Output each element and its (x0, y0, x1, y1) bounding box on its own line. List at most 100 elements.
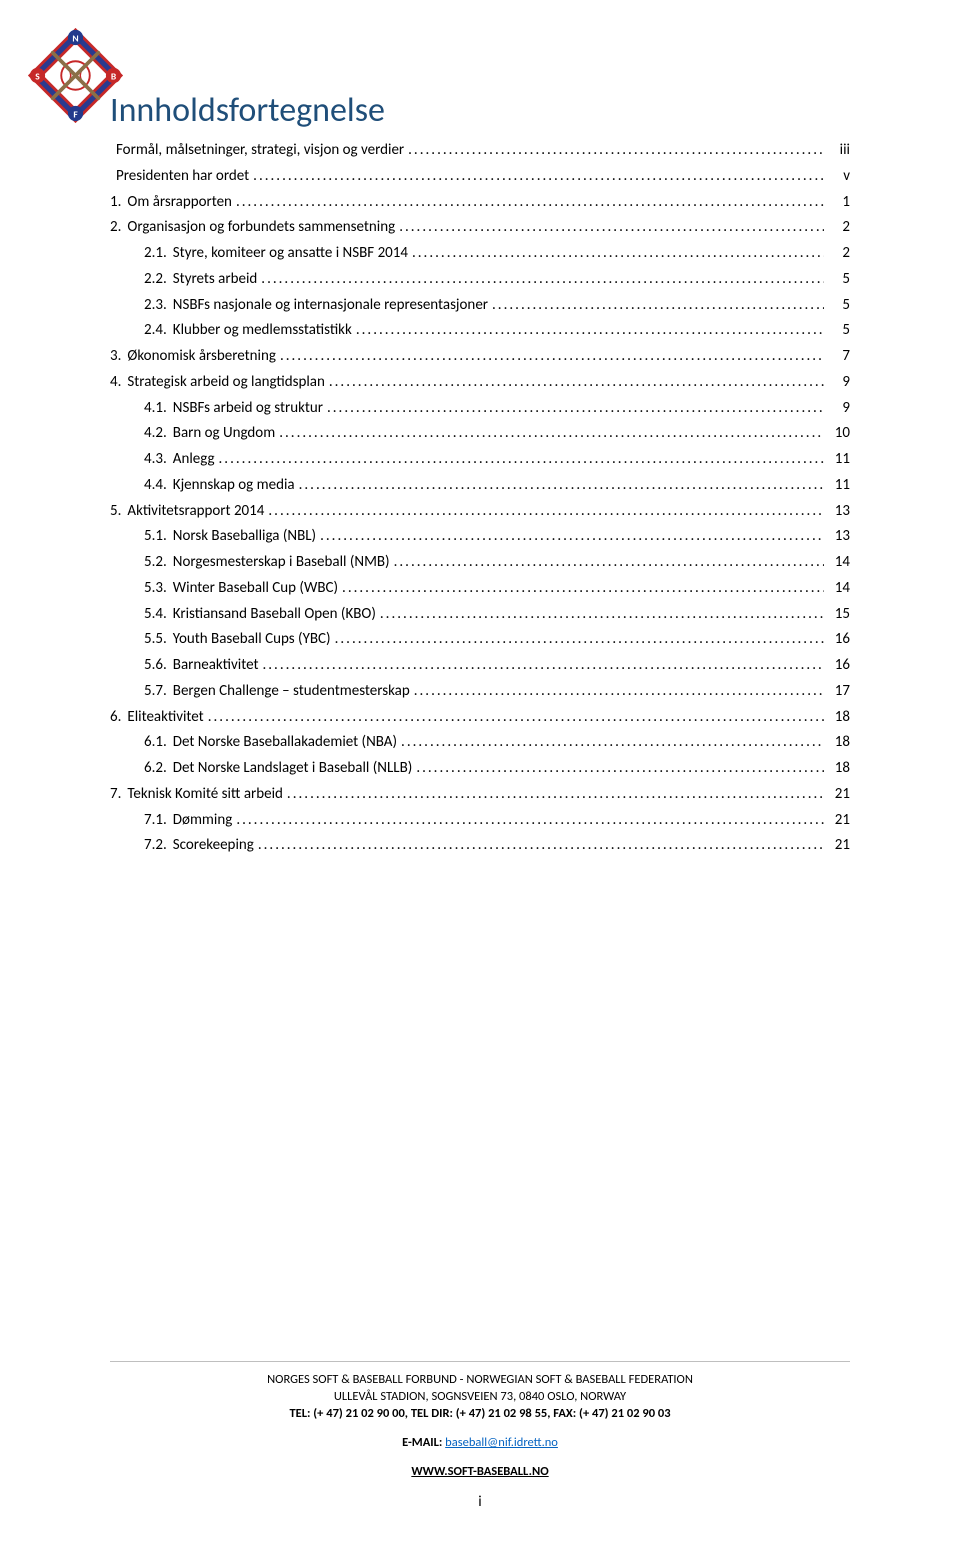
toc-entry-label: Presidenten har ordet (110, 165, 249, 188)
toc-entry-number: 7.2. (144, 834, 167, 857)
page-number: i (110, 1493, 850, 1511)
toc-entry-number: 2.2. (144, 268, 167, 291)
toc-entry[interactable]: 5.3. Winter Baseball Cup (WBC)14 (110, 577, 850, 600)
toc-entry[interactable]: 3. Økonomisk årsberetning7 (110, 345, 850, 368)
footer-phone: TEL: (+ 47) 21 02 90 00, TEL DIR: (+ 47)… (110, 1406, 850, 1421)
toc-entry-label: Aktivitetsrapport 2014 (121, 500, 264, 523)
toc-entry-page: 10 (828, 422, 850, 445)
toc-entry-number: 5.5. (144, 628, 167, 651)
svg-text:S: S (35, 70, 40, 82)
footer-email-link[interactable]: baseball@nif.idrett.no (445, 1435, 558, 1450)
toc-leader-dots (399, 216, 824, 239)
toc-leader-dots (401, 731, 824, 754)
toc-entry-label: Anlegg (167, 448, 215, 471)
toc-entry-label: Scorekeeping (167, 834, 254, 857)
toc-leader-dots (208, 706, 824, 729)
toc-entry-page: v (828, 165, 850, 188)
footer-website-line: WWW.SOFT-BASEBALL.NO (110, 1464, 850, 1479)
toc-entry-page: 2 (828, 216, 850, 239)
toc-entry[interactable]: 7. Teknisk Komité sitt arbeid21 (110, 783, 850, 806)
toc-entry-label: Klubber og medlemsstatistikk (167, 319, 352, 342)
toc-entry[interactable]: 1. Om årsrapporten1 (110, 191, 850, 214)
toc-entry-number: 7.1. (144, 809, 167, 832)
toc-entry[interactable]: 5.1. Norsk Baseballiga (NBL)13 (110, 525, 850, 548)
toc-entry-label: Dømming (167, 809, 233, 832)
toc-entry[interactable]: Presidenten har ordet v (110, 165, 850, 188)
toc-entry-number: 2.1. (144, 242, 167, 265)
toc-entry-number: 4.3. (144, 448, 167, 471)
toc-entry-page: 13 (828, 525, 850, 548)
toc-entry[interactable]: 4.2. Barn og Ungdom10 (110, 422, 850, 445)
toc-leader-dots (320, 525, 824, 548)
toc-entry-page: 11 (828, 448, 850, 471)
toc-leader-dots (236, 191, 824, 214)
toc-leader-dots (268, 500, 824, 523)
toc-entry-number: 1. (110, 191, 121, 214)
toc-entry-page: 9 (828, 371, 850, 394)
toc-entry-page: 21 (828, 809, 850, 832)
toc-entry-page: 15 (828, 603, 850, 626)
toc-entry[interactable]: 5.7. Bergen Challenge – studentmesterska… (110, 680, 850, 703)
footer-email-line: E-MAIL: baseball@nif.idrett.no (110, 1435, 850, 1450)
toc-entry[interactable]: 7.2. Scorekeeping21 (110, 834, 850, 857)
toc-entry-page: 5 (828, 268, 850, 291)
footer-address: ULLEVÅL STADION, SOGNSVEIEN 73, 0840 OSL… (110, 1389, 850, 1404)
toc-entry[interactable]: 2. Organisasjon og forbundets sammensetn… (110, 216, 850, 239)
toc-entry-page: 16 (828, 628, 850, 651)
toc-leader-dots (492, 294, 824, 317)
toc-entry[interactable]: 2.2. Styrets arbeid 5 (110, 268, 850, 291)
toc-entry-page: 18 (828, 706, 850, 729)
toc-entry[interactable]: 4.4. Kjennskap og media11 (110, 474, 850, 497)
toc-entry-label: Winter Baseball Cup (WBC) (167, 577, 338, 600)
toc-entry[interactable]: 2.1. Styre, komiteer og ansatte i NSBF 2… (110, 242, 850, 265)
toc-entry[interactable]: 6.2. Det Norske Landslaget i Baseball (N… (110, 757, 850, 780)
toc-entry-number: 5.2. (144, 551, 167, 574)
toc-leader-dots (299, 474, 824, 497)
toc-leader-dots (219, 448, 824, 471)
toc-leader-dots (236, 809, 824, 832)
toc-entry[interactable]: 7.1. Dømming 21 (110, 809, 850, 832)
toc-entry-page: 17 (828, 680, 850, 703)
toc-entry-label: Det Norske Landslaget i Baseball (NLLB) (167, 757, 413, 780)
toc-leader-dots (408, 139, 824, 162)
toc-entry[interactable]: 5.6. Barneaktivitet16 (110, 654, 850, 677)
toc-entry[interactable]: 5.2. Norgesmesterskap i Baseball (NMB)14 (110, 551, 850, 574)
toc-entry-label: Formål, målsetninger, strategi, visjon o… (110, 139, 404, 162)
footer-website-link[interactable]: WWW.SOFT-BASEBALL.NO (411, 1464, 548, 1479)
toc-entry-label: Styrets arbeid (167, 268, 258, 291)
toc-entry[interactable]: 6.1. Det Norske Baseballakademiet (NBA)1… (110, 731, 850, 754)
toc-entry[interactable]: 5. Aktivitetsrapport 201413 (110, 500, 850, 523)
toc-entry-number: 2. (110, 216, 121, 239)
toc-entry[interactable]: 4.3. Anlegg 11 (110, 448, 850, 471)
toc-entry-label: Barn og Ungdom (167, 422, 275, 445)
toc-entry-page: 5 (828, 319, 850, 342)
toc-leader-dots (342, 577, 824, 600)
toc-entry-label: Bergen Challenge – studentmesterskap (167, 680, 410, 703)
toc-entry-label: Strategisk arbeid og langtidsplan (121, 371, 324, 394)
toc-entry-page: 14 (828, 551, 850, 574)
toc-entry[interactable]: 2.3. NSBFs nasjonale og internasjonale r… (110, 294, 850, 317)
toc-entry-number: 6.1. (144, 731, 167, 754)
toc-entry-page: 13 (828, 500, 850, 523)
toc-entry[interactable]: Formål, målsetninger, strategi, visjon o… (110, 139, 850, 162)
document-page: N B F S Innholdsfortegnelse Formål, måls… (0, 0, 960, 1559)
toc-leader-dots (287, 783, 824, 806)
toc-entry[interactable]: 5.5. Youth Baseball Cups (YBC)16 (110, 628, 850, 651)
toc-leader-dots (262, 654, 824, 677)
toc-entry[interactable]: 2.4. Klubber og medlemsstatistikk5 (110, 319, 850, 342)
toc-entry-label: Kjennskap og media (167, 474, 295, 497)
toc-entry[interactable]: 5.4. Kristiansand Baseball Open (KBO)15 (110, 603, 850, 626)
toc-entry[interactable]: 4. Strategisk arbeid og langtidsplan9 (110, 371, 850, 394)
toc-entry-page: 21 (828, 783, 850, 806)
footer-org-name: NORGES SOFT & BASEBALL FORBUND - NORWEGI… (110, 1372, 850, 1387)
toc-leader-dots (253, 165, 824, 188)
table-of-contents: Formål, målsetninger, strategi, visjon o… (110, 139, 850, 858)
toc-entry-page: 16 (828, 654, 850, 677)
toc-entry[interactable]: 6. Eliteaktivitet18 (110, 706, 850, 729)
toc-entry[interactable]: 4.1. NSBFs arbeid og struktur9 (110, 397, 850, 420)
toc-entry-label: Eliteaktivitet (121, 706, 203, 729)
toc-entry-label: Det Norske Baseballakademiet (NBA) (167, 731, 397, 754)
toc-entry-page: 1 (828, 191, 850, 214)
page-title: Innholdsfortegnelse (110, 90, 850, 131)
nsbf-logo: N B F S (28, 28, 123, 123)
